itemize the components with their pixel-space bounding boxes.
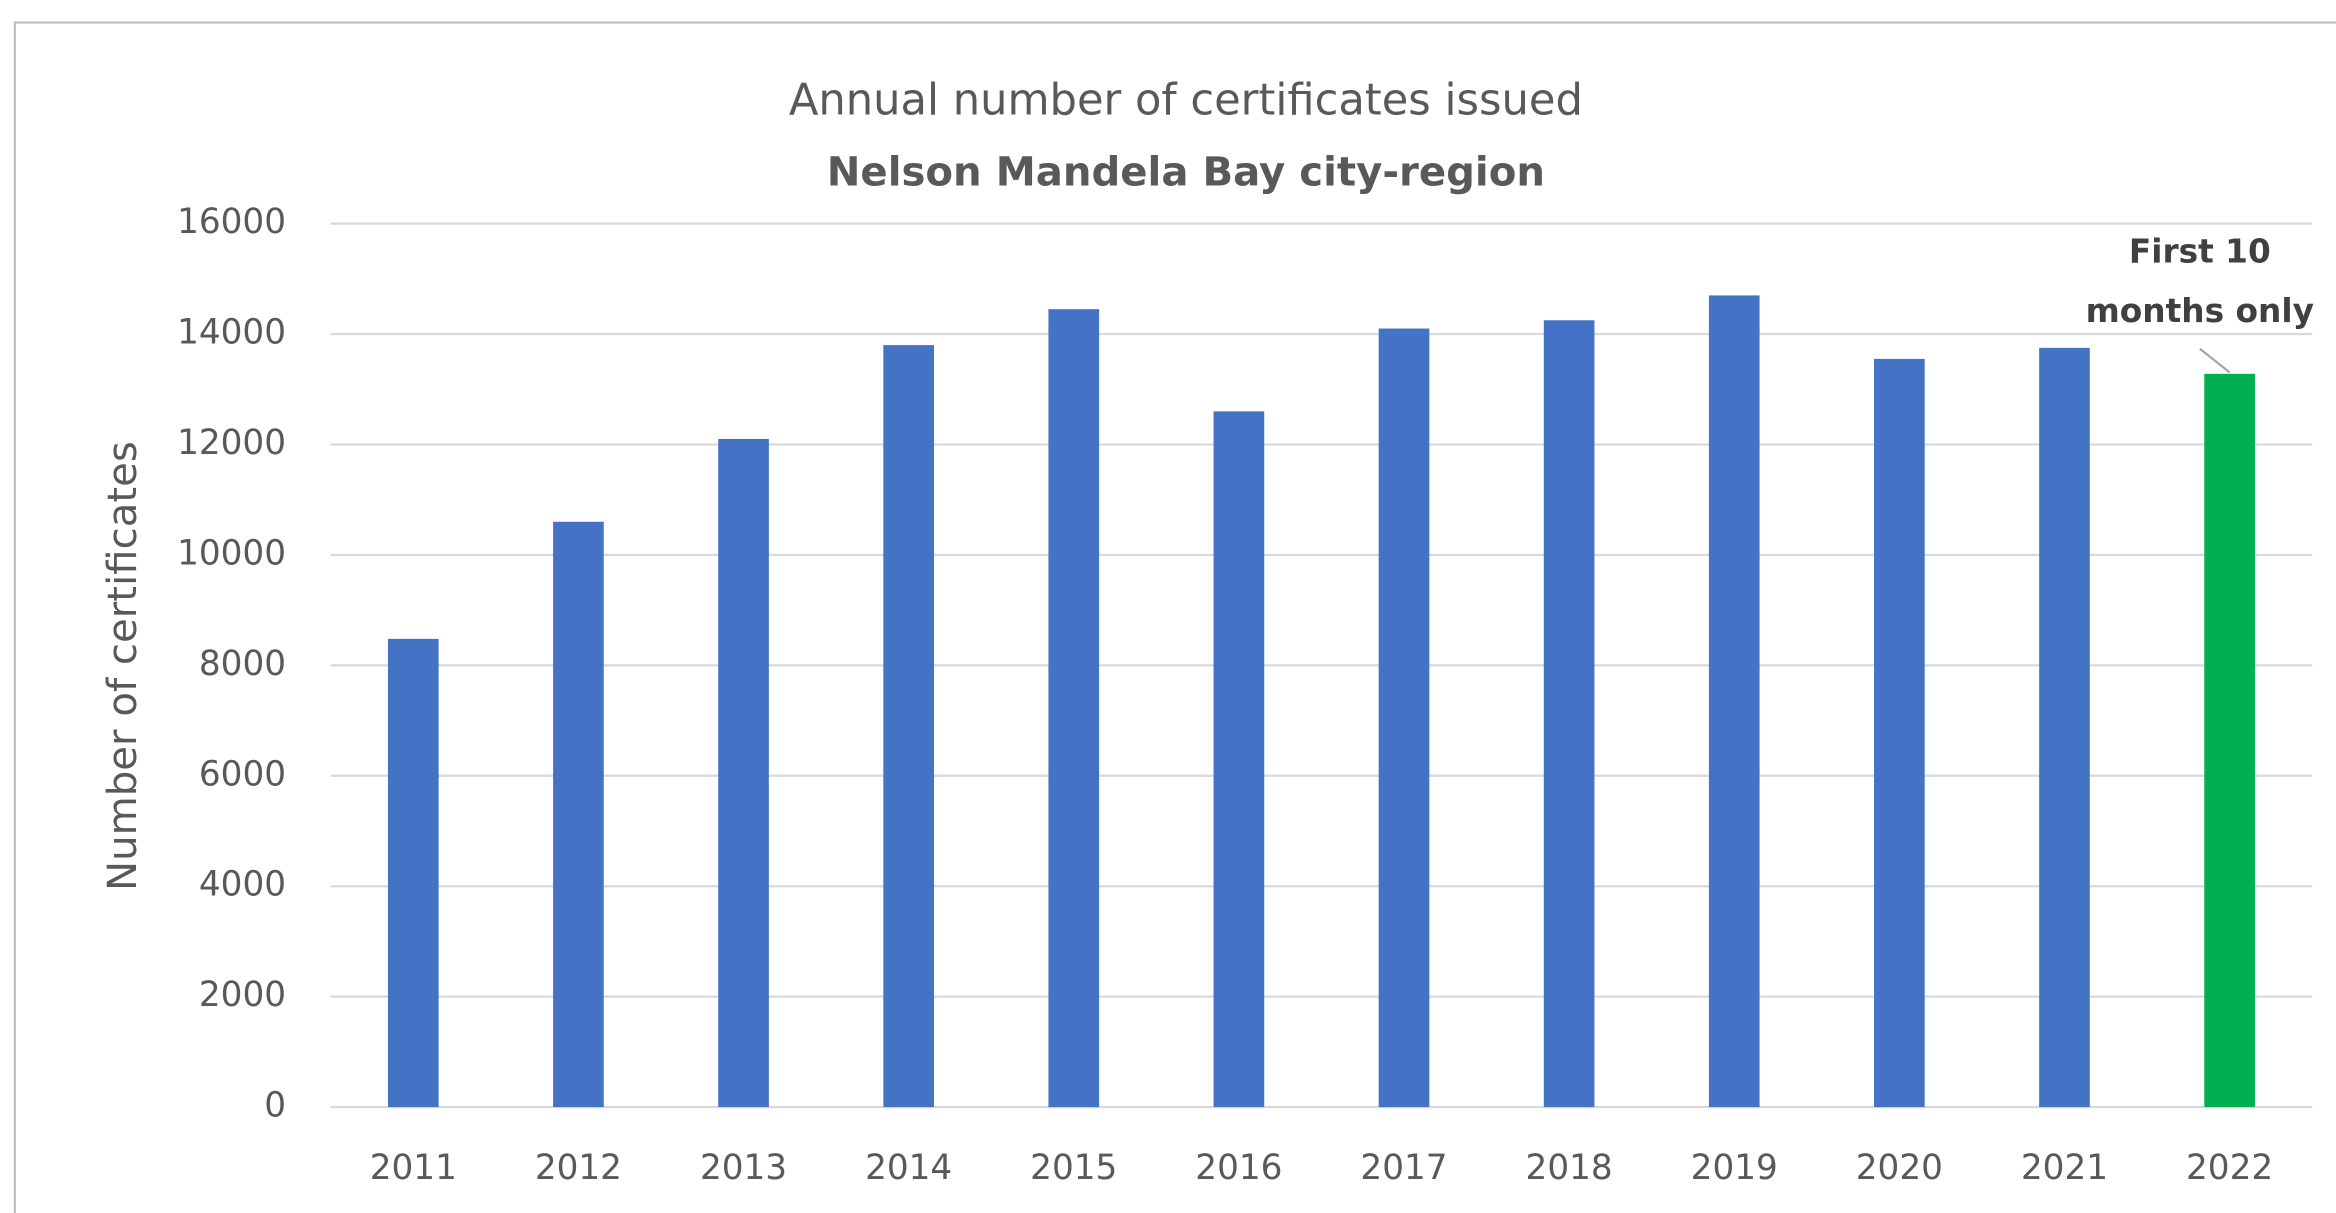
x-tick-label: 2021: [2021, 1148, 2108, 1188]
y-tick-label: 16000: [177, 202, 286, 242]
x-tick-label: 2022: [2186, 1148, 2273, 1188]
bar: [1213, 411, 1265, 1108]
annotation: months only: [2086, 292, 2314, 330]
bar: [553, 521, 604, 1108]
bar: [1708, 295, 1760, 1108]
bar: [2039, 347, 2090, 1108]
x-tick-label: 2013: [700, 1148, 787, 1188]
y-tick-label: 14000: [177, 313, 286, 353]
bar: [718, 438, 769, 1108]
x-tick-label: 2018: [1526, 1148, 1613, 1188]
chart-title: Annual number of certificates issued: [789, 75, 1583, 125]
chart-frame: [13, 21, 2336, 1213]
bar: [387, 638, 439, 1108]
annotation-leader: [2199, 347, 2231, 374]
x-tick-label: 2017: [1360, 1148, 1447, 1188]
chart-subtitle: Nelson Mandela Bay city-region: [827, 149, 1545, 195]
bar: [2204, 373, 2255, 1108]
y-axis-label: Number of certificates: [100, 441, 146, 891]
y-tick-label: 8000: [199, 644, 286, 684]
bar: [1048, 309, 1100, 1108]
y-tick-label: 0: [264, 1086, 286, 1126]
bar: [883, 345, 934, 1108]
bar: [1543, 320, 1595, 1108]
x-tick-label: 2014: [865, 1148, 952, 1188]
x-tick-label: 2012: [535, 1148, 622, 1188]
bar: [1378, 328, 1430, 1108]
y-tick-label: 10000: [177, 533, 286, 573]
annotation: First 10: [2129, 232, 2271, 270]
y-tick-label: 4000: [199, 865, 286, 905]
x-tick-label: 2015: [1030, 1148, 1117, 1188]
x-tick-label: 2011: [370, 1148, 457, 1188]
y-tick-label: 12000: [177, 423, 286, 463]
x-tick-label: 2016: [1195, 1148, 1282, 1188]
x-tick-label: 2019: [1691, 1148, 1778, 1188]
x-tick-label: 2020: [1856, 1148, 1943, 1188]
bar: [1874, 358, 1925, 1108]
y-tick-label: 6000: [199, 754, 286, 794]
y-tick-label: 2000: [199, 975, 286, 1015]
